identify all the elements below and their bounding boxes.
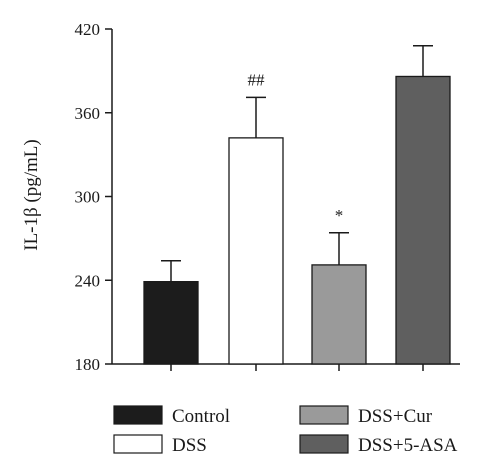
legend: Control DSS+Cur DSS DSS+5-ASA <box>113 405 458 456</box>
legend-swatch <box>113 405 163 425</box>
legend-swatch <box>299 434 349 454</box>
y-tick-label: 300 <box>75 188 101 207</box>
legend-label: DSS+Cur <box>358 406 433 427</box>
y-tick-label: 360 <box>75 104 101 123</box>
bar-dss <box>228 137 284 365</box>
y-tick-label: 240 <box>75 271 101 290</box>
legend-label: DSS <box>172 435 207 456</box>
y-axis-title: IL-1β (pg/mL) <box>21 139 42 251</box>
significance-mark: ## <box>248 70 266 89</box>
bar-control <box>143 280 199 365</box>
legend-swatch <box>299 405 349 425</box>
bar-dss-cur <box>311 264 367 365</box>
legend-swatch <box>113 434 163 454</box>
bar-dss-5-asa <box>395 75 451 365</box>
plot-area: 180 240 300 360 420 ## * <box>75 20 460 374</box>
y-tick-label: 180 <box>75 355 101 374</box>
legend-label: Control <box>172 406 230 427</box>
significance-mark: * <box>335 206 344 225</box>
y-tick-label: 420 <box>75 20 101 39</box>
legend-label: DSS+5-ASA <box>358 435 458 456</box>
